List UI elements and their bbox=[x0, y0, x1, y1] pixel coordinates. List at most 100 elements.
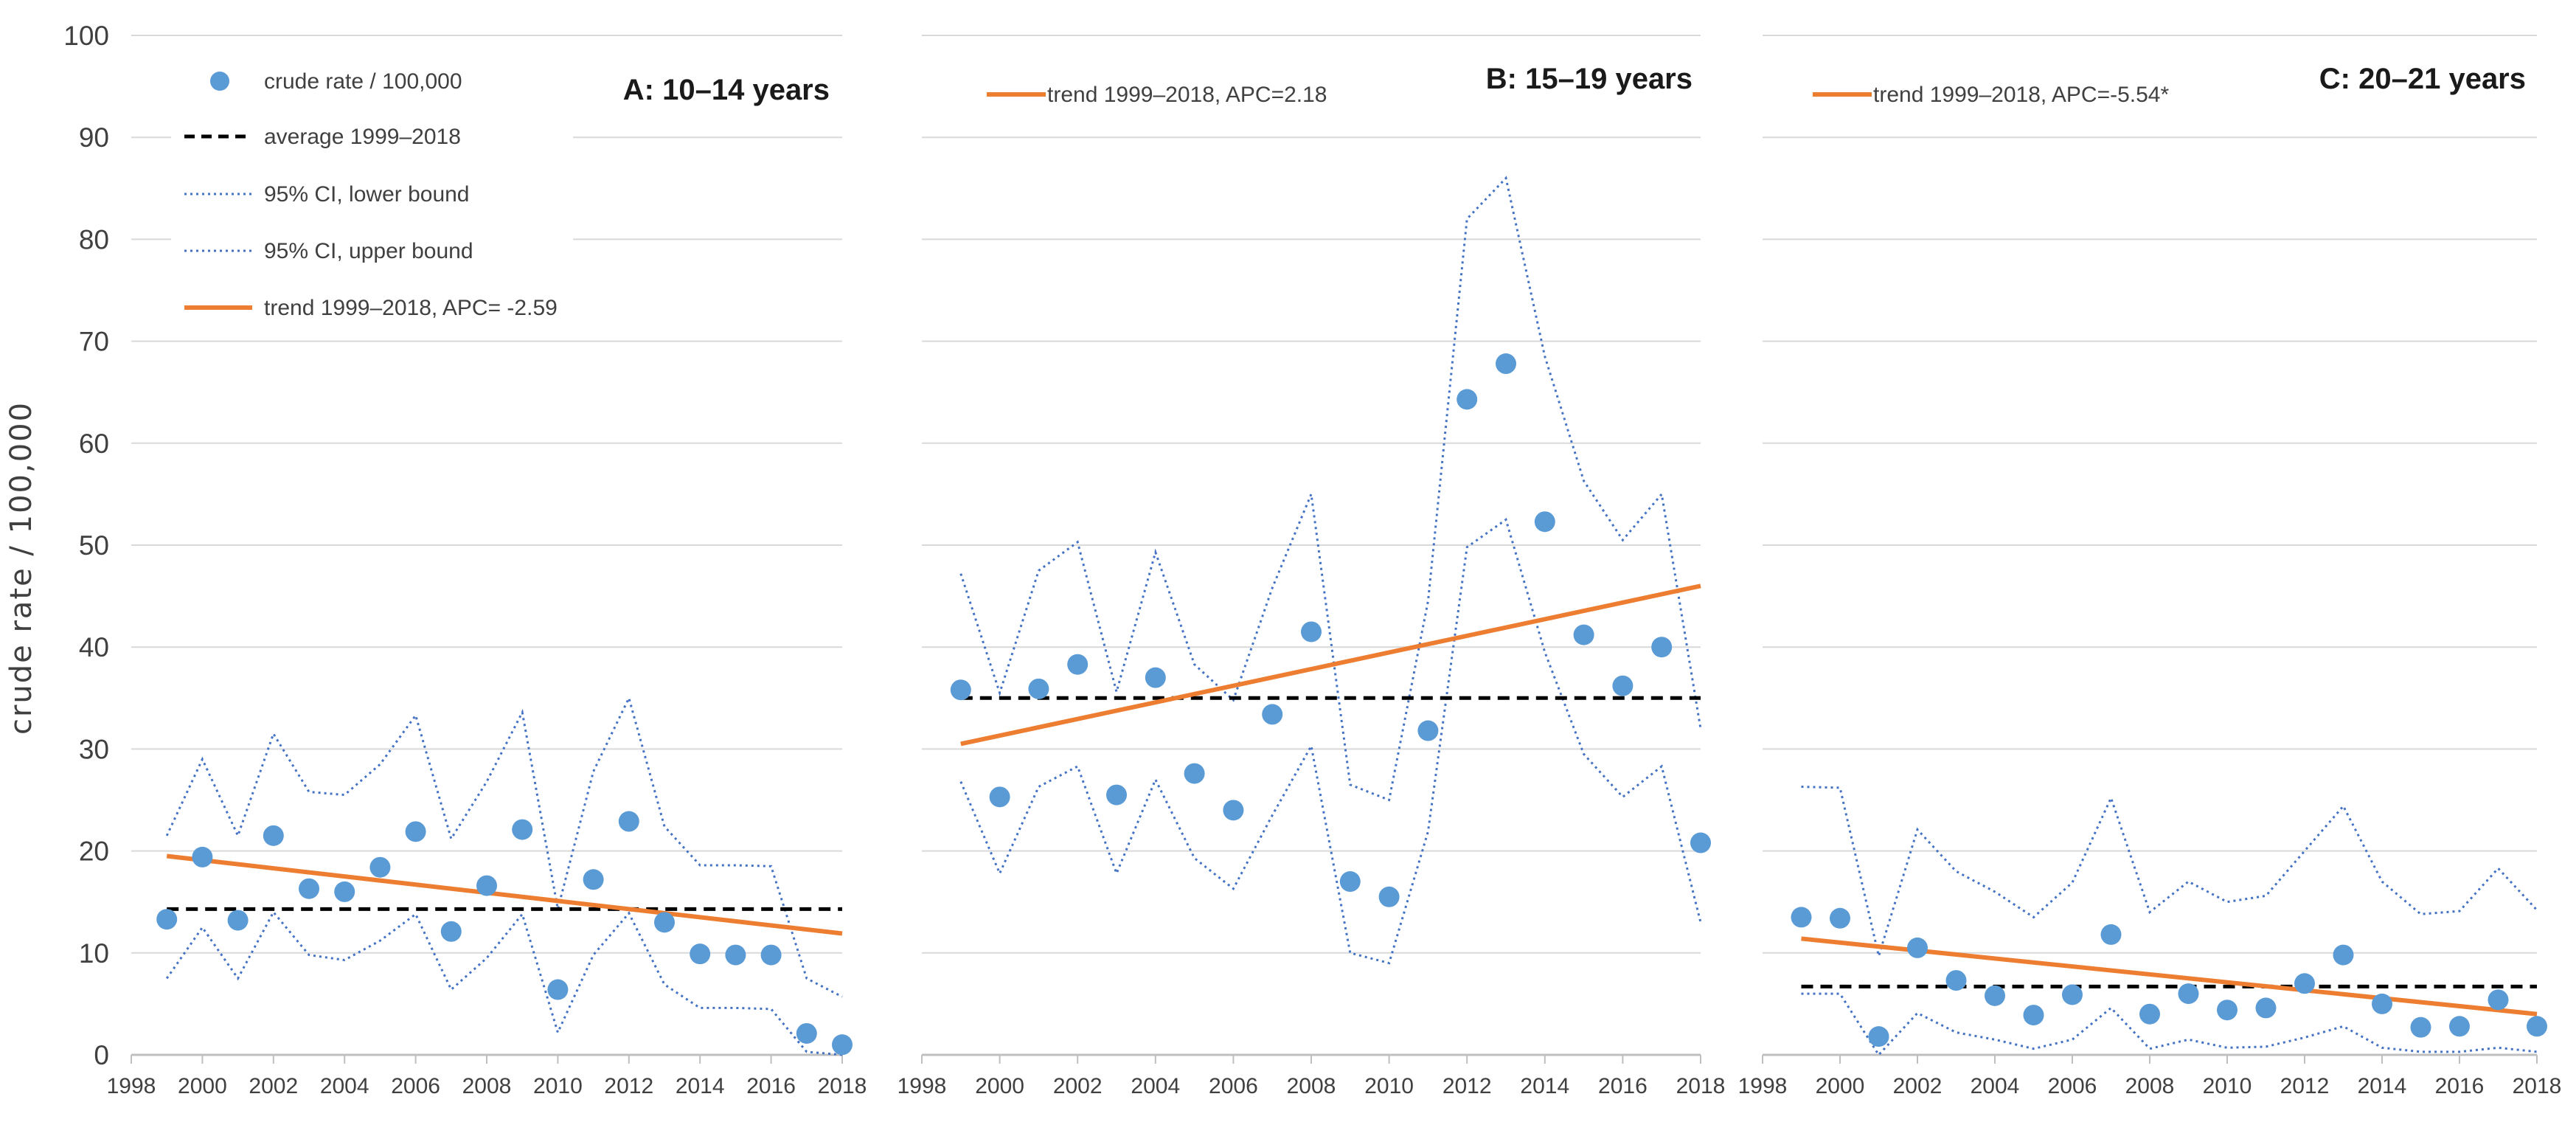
crude-rate-point bbox=[618, 811, 639, 832]
y-tick-label: 10 bbox=[79, 938, 109, 969]
crude-rate-point bbox=[1106, 784, 1127, 806]
crude-rate-point bbox=[1378, 886, 1400, 907]
crude-rate-point bbox=[299, 878, 319, 899]
x-tick-label: 2014 bbox=[1520, 1074, 1569, 1098]
x-tick-label: 2010 bbox=[533, 1074, 583, 1098]
x-tick-label: 2002 bbox=[1893, 1074, 1943, 1098]
x-tick-label: 1998 bbox=[107, 1074, 156, 1098]
crude-rate-point bbox=[1262, 704, 1283, 725]
y-tick-label: 90 bbox=[79, 122, 109, 153]
crude-rate-point bbox=[1417, 720, 1439, 741]
x-tick-label: 2010 bbox=[2203, 1074, 2252, 1098]
crude-rate-point bbox=[476, 875, 497, 896]
y-tick-label: 60 bbox=[79, 429, 109, 459]
x-tick-label: 2000 bbox=[975, 1074, 1024, 1098]
crude-rate-point bbox=[2333, 944, 2354, 966]
trend-line bbox=[960, 583, 1701, 747]
crude-rate-point bbox=[1573, 624, 1594, 645]
crude-rate-point bbox=[950, 679, 971, 701]
y-tick-label: 70 bbox=[79, 327, 109, 357]
crude-rate-point bbox=[2139, 1003, 2160, 1025]
crude-rate-point bbox=[1534, 511, 1555, 533]
panel-title: A: 10–14 years bbox=[623, 74, 830, 106]
chart-panel-1: 1998 2000 2002 2004 2006 2008 2010 2012 2014 2016… bbox=[107, 35, 867, 1098]
x-tick-label: 2006 bbox=[2048, 1074, 2097, 1098]
crude-rate-point bbox=[2100, 924, 2122, 945]
x-tick-label: 2016 bbox=[746, 1074, 796, 1098]
crude-rate-point bbox=[690, 943, 711, 965]
legend-crude-marker bbox=[210, 72, 229, 91]
crude-rate-point bbox=[2449, 1016, 2470, 1037]
crude-rate-point bbox=[440, 921, 462, 942]
crude-rate-point bbox=[1830, 907, 1850, 929]
crude-rate-point bbox=[583, 869, 604, 890]
ci-lower-line bbox=[959, 518, 1702, 965]
crude-rate-point bbox=[156, 909, 178, 930]
crude-rate-point bbox=[1301, 621, 1322, 643]
legend-label: 95% CI, upper bound bbox=[264, 239, 473, 263]
crude-rate-point bbox=[1907, 937, 1928, 958]
panel-title: C: 20–21 years bbox=[2319, 63, 2526, 95]
crude-rate-point bbox=[227, 910, 249, 931]
crude-rate-point bbox=[2023, 1005, 2044, 1026]
y-axis-label: crude rate / 100,000 bbox=[4, 401, 38, 735]
ci-lower-line bbox=[165, 910, 843, 1056]
x-tick-label: 2016 bbox=[2435, 1074, 2485, 1098]
x-tick-label: 1998 bbox=[898, 1074, 947, 1098]
panel-title: B: 15–19 years bbox=[1486, 63, 1693, 95]
crude-rate-point bbox=[334, 881, 355, 902]
crude-rate-point bbox=[1868, 1026, 1889, 1047]
crude-rate-point bbox=[2255, 997, 2277, 1019]
crude-rate-point bbox=[1145, 667, 1166, 688]
y-tick-label: 50 bbox=[79, 530, 109, 561]
crude-rate-point bbox=[1184, 763, 1205, 784]
crude-rate-point bbox=[2527, 1016, 2547, 1037]
trend-line bbox=[166, 853, 843, 936]
y-tick-label: 30 bbox=[79, 734, 109, 764]
legend-label: 95% CI, lower bound bbox=[264, 182, 470, 207]
x-tick-label: 2004 bbox=[1131, 1074, 1180, 1098]
crude-rate-point bbox=[989, 786, 1010, 808]
y-axis-ticks: 0 10 20 30 40 50 60 70 80 90 100 bbox=[63, 21, 109, 1070]
chart-panels: 1998 2000 2002 2004 2006 2008 2010 2012 2014 2016… bbox=[107, 35, 2561, 1098]
x-tick-label: 2008 bbox=[1287, 1074, 1336, 1098]
x-tick-label: 2002 bbox=[1053, 1074, 1103, 1098]
crude-rate-point bbox=[1612, 675, 1634, 696]
chart-panel-3: 1998 2000 2002 2004 2006 2008 2010 2012 2014 2016… bbox=[1738, 35, 2561, 1098]
legend-label: trend 1999–2018, APC= -2.59 bbox=[264, 296, 558, 320]
y-tick-label: 40 bbox=[79, 632, 109, 662]
y-tick-label: 80 bbox=[79, 224, 109, 254]
x-tick-label: 2006 bbox=[391, 1074, 440, 1098]
x-tick-label: 2000 bbox=[1816, 1074, 1865, 1098]
crude-rate-point bbox=[654, 912, 675, 933]
crude-rate-point bbox=[369, 856, 391, 878]
crude-rate-point bbox=[263, 825, 284, 846]
crude-rate-point bbox=[2294, 973, 2315, 994]
ci-upper-line bbox=[165, 695, 843, 998]
crude-rate-point bbox=[512, 819, 533, 840]
x-tick-label: 2018 bbox=[818, 1074, 867, 1098]
x-tick-label: 2000 bbox=[178, 1074, 227, 1098]
x-tick-label: 2018 bbox=[1676, 1074, 1726, 1098]
crude-rate-point bbox=[1985, 985, 2005, 1006]
x-tick-label: 2002 bbox=[249, 1074, 298, 1098]
ci-lower-line bbox=[1801, 992, 2538, 1057]
x-tick-label: 2010 bbox=[1364, 1074, 1414, 1098]
crude-rate-point bbox=[796, 1022, 817, 1044]
crude-rate-point bbox=[547, 979, 569, 1000]
crude-rate-point bbox=[1791, 907, 1812, 928]
chart-panel-2: 1998 2000 2002 2004 2006 2008 2010 2012 2014 2016… bbox=[898, 35, 1726, 1098]
crude-rate-point bbox=[192, 846, 213, 867]
legend-label: trend 1999–2018, APC=2.18 bbox=[1047, 83, 1327, 107]
crude-rate-point bbox=[832, 1034, 853, 1056]
y-tick-label: 100 bbox=[63, 21, 109, 51]
x-tick-label: 2004 bbox=[1971, 1074, 2020, 1098]
crude-rate-point bbox=[2372, 993, 2392, 1014]
x-tick-label: 2006 bbox=[1209, 1074, 1258, 1098]
crude-rate-point bbox=[1651, 637, 1673, 658]
crude-rate-point bbox=[1339, 871, 1361, 893]
crude-rate-point bbox=[1067, 654, 1089, 675]
crude-rate-point bbox=[2062, 984, 2083, 1005]
x-tick-label: 2014 bbox=[2358, 1074, 2407, 1098]
x-tick-label: 2008 bbox=[462, 1074, 512, 1098]
